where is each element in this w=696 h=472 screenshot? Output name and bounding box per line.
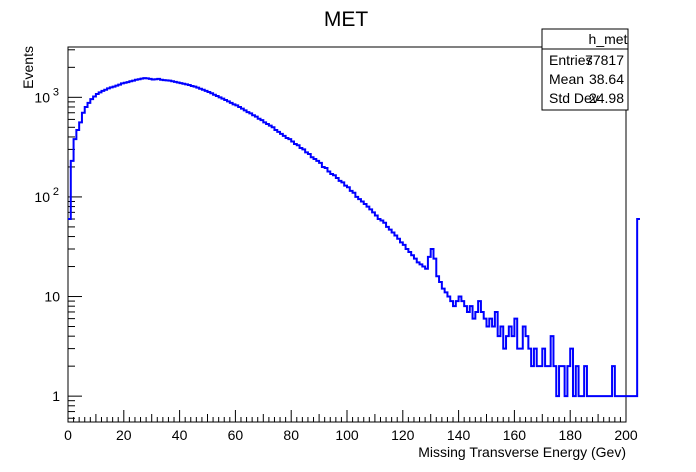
- stats-stddev-label: Std Dev: [549, 90, 599, 106]
- x-tick-label: 80: [283, 427, 299, 443]
- x-tick-label: 0: [64, 427, 72, 443]
- x-tick-label: 60: [228, 427, 244, 443]
- stats-mean-value: 38.64: [589, 71, 624, 87]
- y-tick-exponent: 2: [53, 186, 59, 198]
- y-axis-label: Events: [20, 46, 36, 89]
- histogram-line: [68, 77, 640, 398]
- x-tick-label: 120: [391, 427, 415, 443]
- x-tick-label: 40: [172, 427, 188, 443]
- stats-histogram-name: h_met: [589, 31, 628, 47]
- stats-stddev-value: 24.98: [589, 90, 624, 106]
- x-tick-label: 20: [116, 427, 132, 443]
- x-tick-label: 200: [614, 427, 638, 443]
- chart-title: MET: [324, 8, 369, 31]
- y-tick-label: 10: [34, 189, 50, 205]
- y-tick-label: 10: [44, 289, 60, 305]
- x-tick-label: 160: [503, 427, 527, 443]
- y-tick-label: 1: [52, 388, 60, 404]
- stats-entries-value: 77817: [585, 52, 624, 68]
- x-tick-label: 180: [559, 427, 583, 443]
- x-tick-label: 140: [447, 427, 471, 443]
- stats-entries-label: Entries: [549, 52, 593, 68]
- x-axis: 0 20 40 60 80 100 120 140 160 180 200: [64, 410, 638, 443]
- y-tick-exponent: 3: [53, 86, 59, 98]
- stats-box-frame: [541, 28, 629, 111]
- y-tick-label: 10: [34, 89, 50, 105]
- stats-mean-label: Mean: [549, 71, 584, 87]
- x-tick-label: 100: [335, 427, 359, 443]
- stats-box: h_met Entries 77817 Mean 38.64 Std Dev 2…: [541, 28, 629, 111]
- x-axis-label: Missing Transverse Energy (Gev): [418, 444, 626, 460]
